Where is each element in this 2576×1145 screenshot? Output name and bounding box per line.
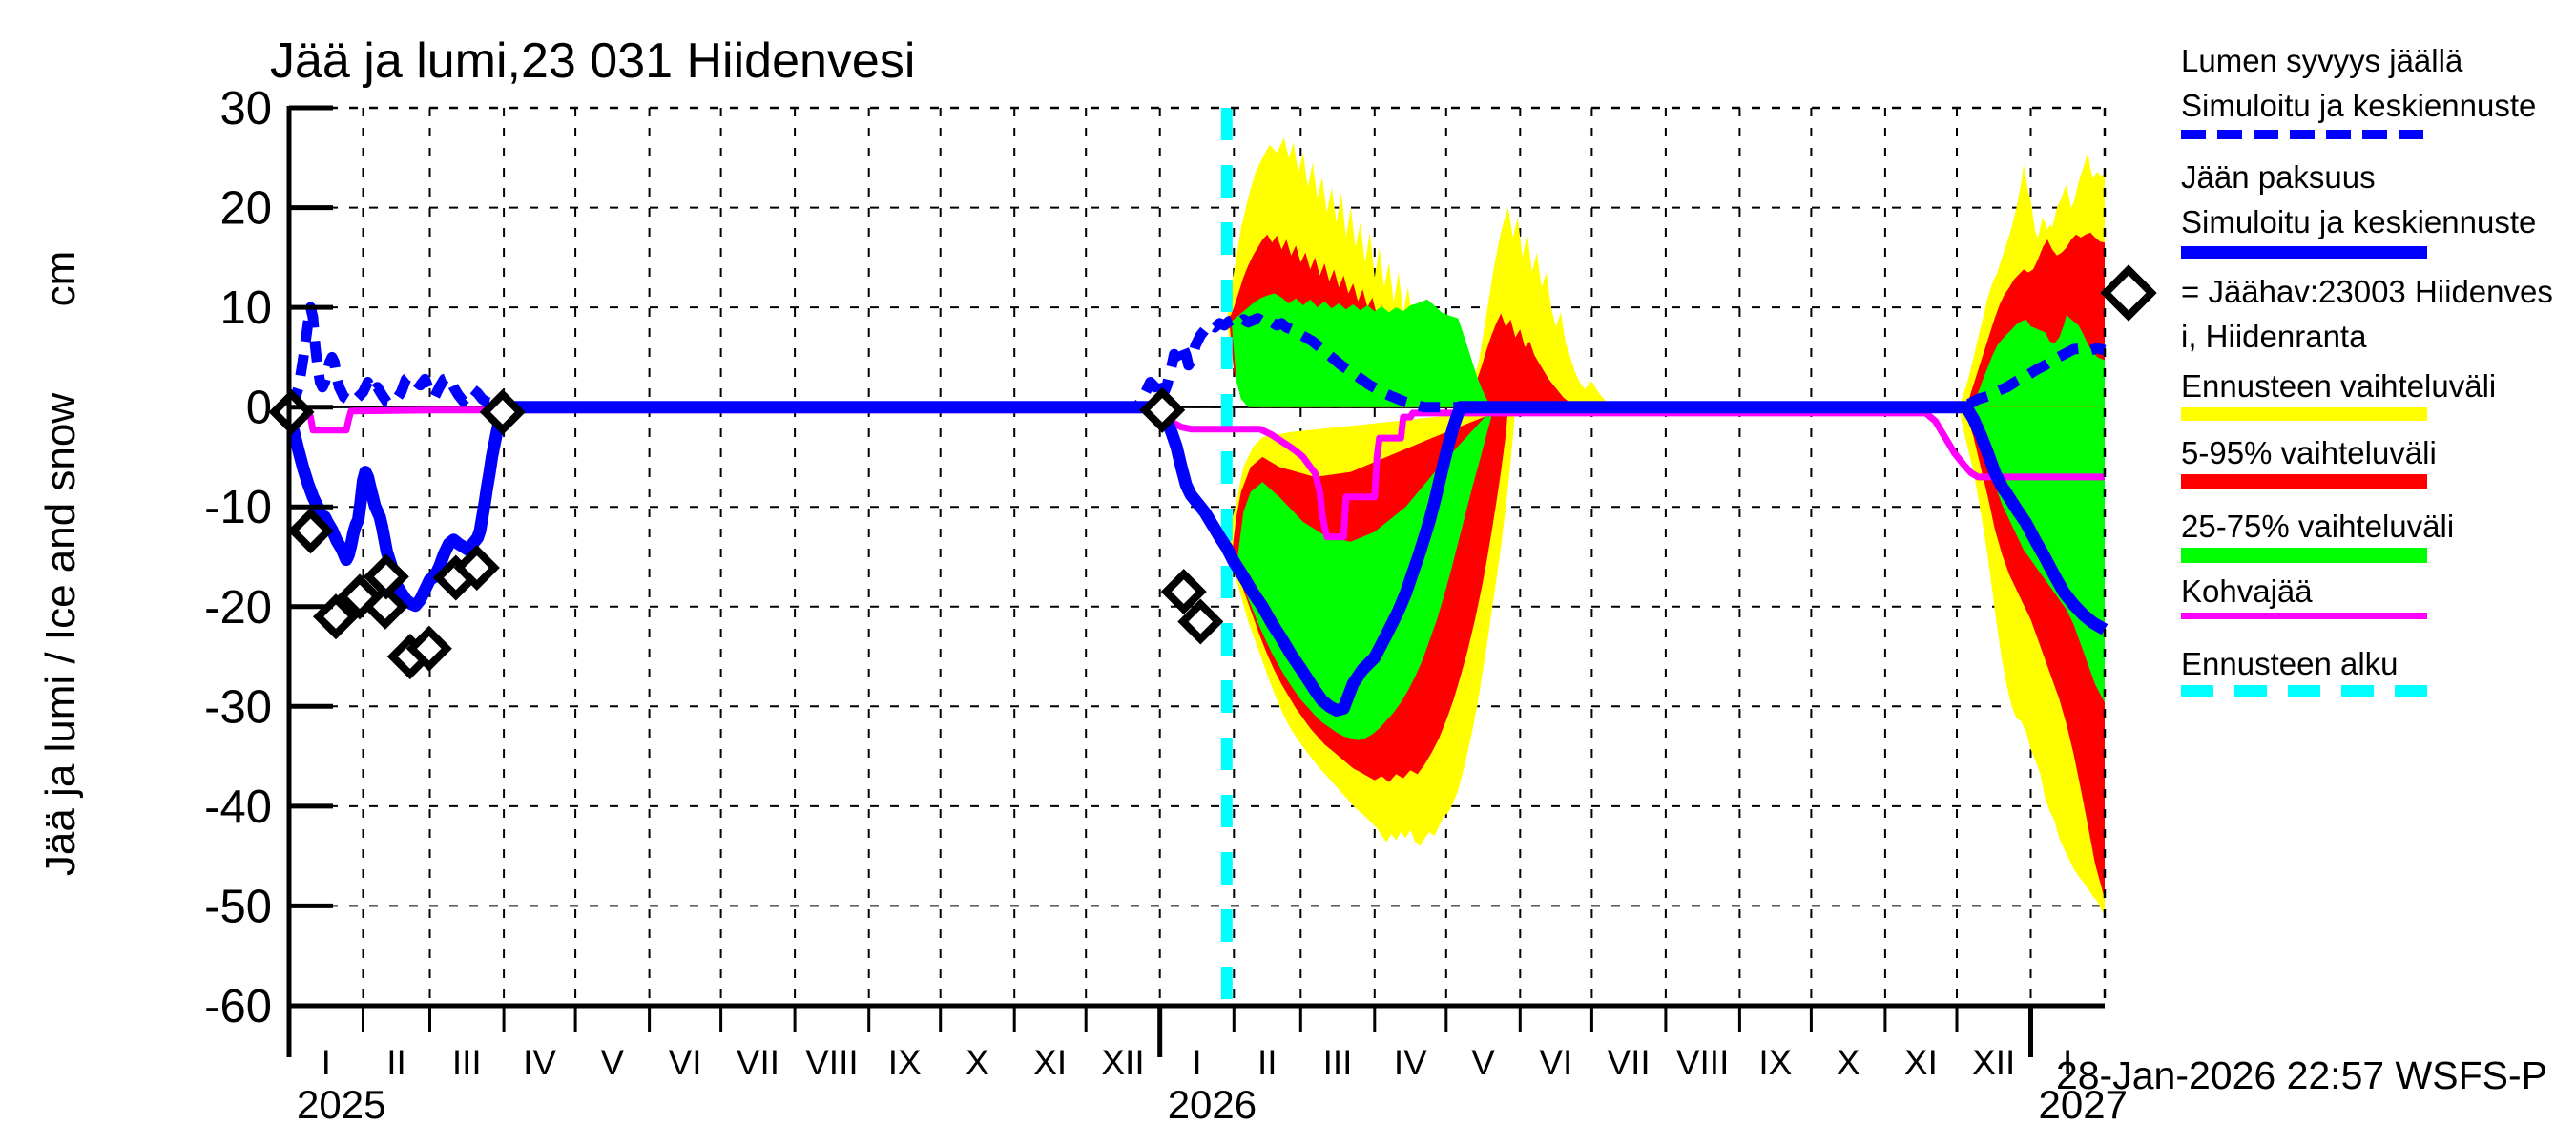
- observation-diamond: [363, 553, 409, 600]
- observation-diamond: [362, 583, 408, 630]
- month-label: I: [1192, 1043, 1201, 1082]
- month-label: XII: [1101, 1043, 1144, 1082]
- legend-entry-forecast-range: Ennusteen vaihteluväli: [2181, 367, 2572, 421]
- legend-entry-forecast-start: Ennusteen alku: [2181, 645, 2572, 697]
- observation-diamond: [405, 625, 452, 672]
- y-tick-label: -60: [204, 981, 272, 1032]
- month-label: IV: [1394, 1043, 1427, 1082]
- month-label: VIII: [805, 1043, 859, 1082]
- legend-sample-solid: [2181, 548, 2427, 563]
- month-label: I: [322, 1043, 331, 1082]
- legend-sample-solid: [2181, 407, 2427, 421]
- legend-label: Ennusteen vaihteluväli: [2181, 368, 2497, 404]
- year-label: 2026: [1168, 1082, 1257, 1127]
- legend-label: Simuloitu ja keskiennuste: [2181, 88, 2537, 123]
- legend-label: Simuloitu ja keskiennuste: [2181, 204, 2537, 239]
- year-label: 2025: [297, 1082, 385, 1127]
- month-label: II: [386, 1043, 406, 1082]
- month-label: V: [1471, 1043, 1495, 1082]
- timestamp: 28-Jan-2026 22:57 WSFS-P: [2055, 1053, 2547, 1097]
- grid-layer: [289, 108, 2105, 1006]
- observation-diamond: [1177, 598, 1224, 645]
- observation-diamond: [1160, 569, 1207, 615]
- month-label: VI: [1539, 1043, 1572, 1082]
- legend-sample-solid: [2181, 246, 2427, 259]
- month-label: VIII: [1676, 1043, 1730, 1082]
- legend-label: 25-75% vaihteluväli: [2181, 509, 2455, 544]
- y-tick-label: -20: [204, 582, 272, 634]
- y-tick-label: 0: [246, 383, 272, 434]
- legend-label: i, Hiidenranta: [2181, 319, 2367, 354]
- legend-label: Jään paksuus: [2181, 159, 2376, 195]
- month-label: VII: [737, 1043, 779, 1082]
- month-label: XII: [1972, 1043, 2015, 1082]
- series-kohvajaa: [288, 406, 2105, 541]
- month-label: XI: [1033, 1043, 1067, 1082]
- y-tick-label: -50: [204, 881, 272, 932]
- legend-label: Ennusteen alku: [2181, 646, 2399, 681]
- month-label: X: [1837, 1043, 1860, 1082]
- series-ice-thickness: [282, 401, 2109, 717]
- observation-diamond: [1139, 386, 1186, 433]
- legend-entry-kohvajaa: Kohvajää: [2181, 572, 2572, 619]
- legend-sample-solid: [2181, 474, 2427, 489]
- band-lower-green-2026: [1236, 406, 1494, 740]
- month-label: III: [1323, 1043, 1353, 1082]
- month-label: IV: [523, 1043, 556, 1082]
- observation-diamond: [287, 508, 334, 554]
- legend-label: 5-95% vaihteluväli: [2181, 435, 2437, 470]
- legend-entry-ice-thickness-simulated: Jään paksuus Simuloitu ja keskiennuste: [2181, 155, 2572, 259]
- observation-diamond: [479, 388, 526, 435]
- month-label: II: [1257, 1043, 1278, 1082]
- month-label: XI: [1904, 1043, 1938, 1082]
- legend-sample-dashed: [2181, 130, 2427, 139]
- band-layer: [1226, 137, 2105, 916]
- y-tick-label: -30: [204, 681, 272, 733]
- legend-entry-range-25-75: 25-75% vaihteluväli: [2181, 508, 2572, 563]
- year-label: 2027: [2039, 1082, 2128, 1127]
- month-label: IX: [1758, 1043, 1792, 1082]
- y-axis-unit: cm: [37, 251, 84, 307]
- y-tick-label: -40: [204, 781, 272, 833]
- band-upper-green-2026: [1231, 293, 1492, 407]
- month-label: X: [966, 1043, 989, 1082]
- y-tick-label: 10: [219, 282, 272, 334]
- legend-label: Kohvajää: [2181, 573, 2313, 609]
- month-label: III: [452, 1043, 482, 1082]
- y-tick-label: 20: [219, 183, 272, 235]
- y-tick-label: -10: [204, 482, 272, 533]
- legend-entry-snow-depth-simulated: Lumen syvyys jäällä Simuloitu ja keskienn…: [2181, 38, 2572, 139]
- series-snow-depth: [284, 302, 2107, 413]
- legend-entry-range-5-95: 5-95% vaihteluväli: [2181, 434, 2572, 489]
- legend-label: = Jäähav:23003 Hiidenves: [2181, 274, 2553, 309]
- month-label: V: [600, 1043, 624, 1082]
- marker-layer: [268, 386, 1224, 680]
- y-tick-label: 30: [219, 83, 272, 135]
- y-axis-title: Jää ja lumi / Ice and snow: [37, 393, 84, 876]
- legend-sample-dashed: [2181, 685, 2427, 697]
- month-label: I: [2063, 1043, 2072, 1082]
- chart-title: Jää ja lumi,23 031 Hiidenvesi: [270, 33, 916, 89]
- month-label: VII: [1607, 1043, 1650, 1082]
- legend-entry-ice-observation: = Jäähav:23003 Hiidenves i, Hiidenranta: [2100, 264, 2572, 359]
- month-label: IX: [888, 1043, 922, 1082]
- observation-diamond: [453, 544, 500, 592]
- legend-label: Lumen syvyys jäällä: [2181, 43, 2463, 78]
- axis-layer: [286, 105, 2107, 1057]
- legend-sample-solid: [2181, 613, 2427, 619]
- line-layer: [282, 108, 2109, 1006]
- month-label: VI: [669, 1043, 702, 1082]
